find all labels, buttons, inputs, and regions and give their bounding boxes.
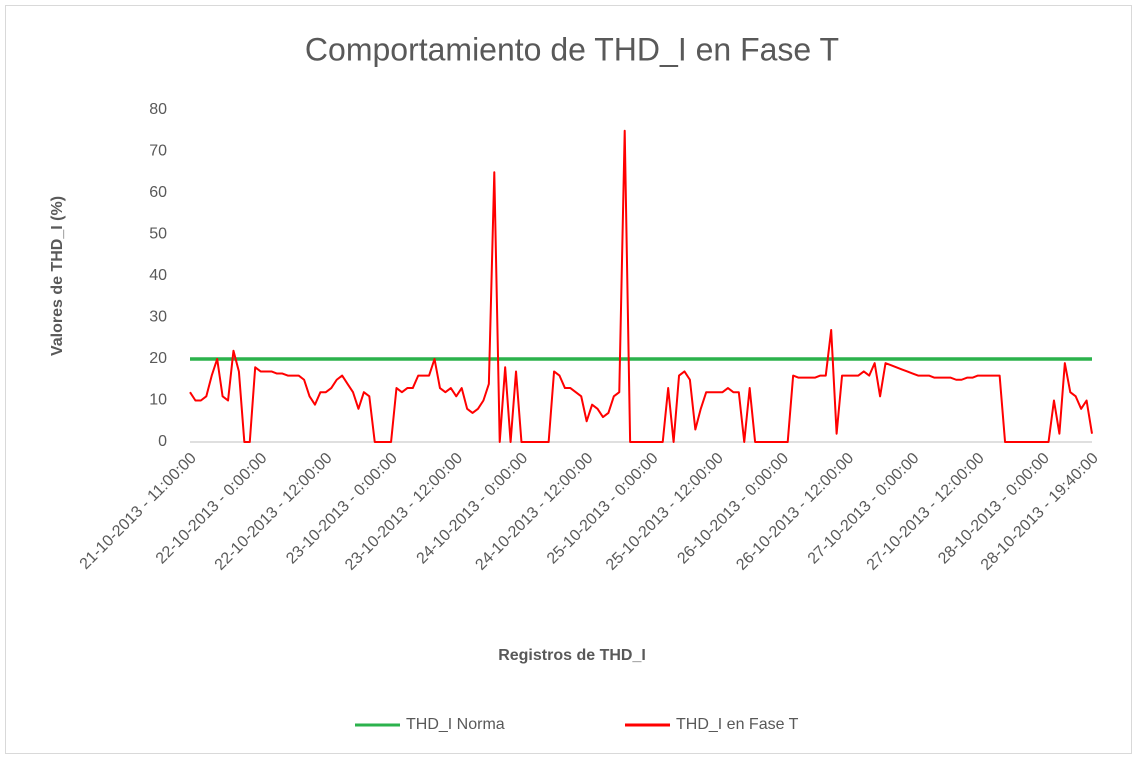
chart-border — [5, 5, 1132, 754]
x-axis-label: Registros de THD_I — [498, 647, 646, 664]
legend-label: THD_I Norma — [406, 716, 505, 733]
y-tick-label: 50 — [149, 226, 167, 243]
y-tick-label: 0 — [158, 433, 167, 450]
y-tick-label: 30 — [149, 309, 167, 326]
chart-title: Comportamiento de THD_I en Fase T — [305, 31, 839, 67]
data-line — [189, 129, 1093, 443]
y-tick-label: 10 — [149, 392, 167, 409]
legend-label: THD_I en Fase T — [676, 716, 799, 733]
y-tick-label: 80 — [149, 101, 167, 118]
y-tick-label: 70 — [149, 143, 167, 160]
y-axis-label: Valores de THD_I (%) — [49, 196, 66, 356]
y-tick-label: 20 — [149, 350, 167, 367]
y-tick-label: 60 — [149, 184, 167, 201]
y-tick-label: 40 — [149, 267, 167, 284]
